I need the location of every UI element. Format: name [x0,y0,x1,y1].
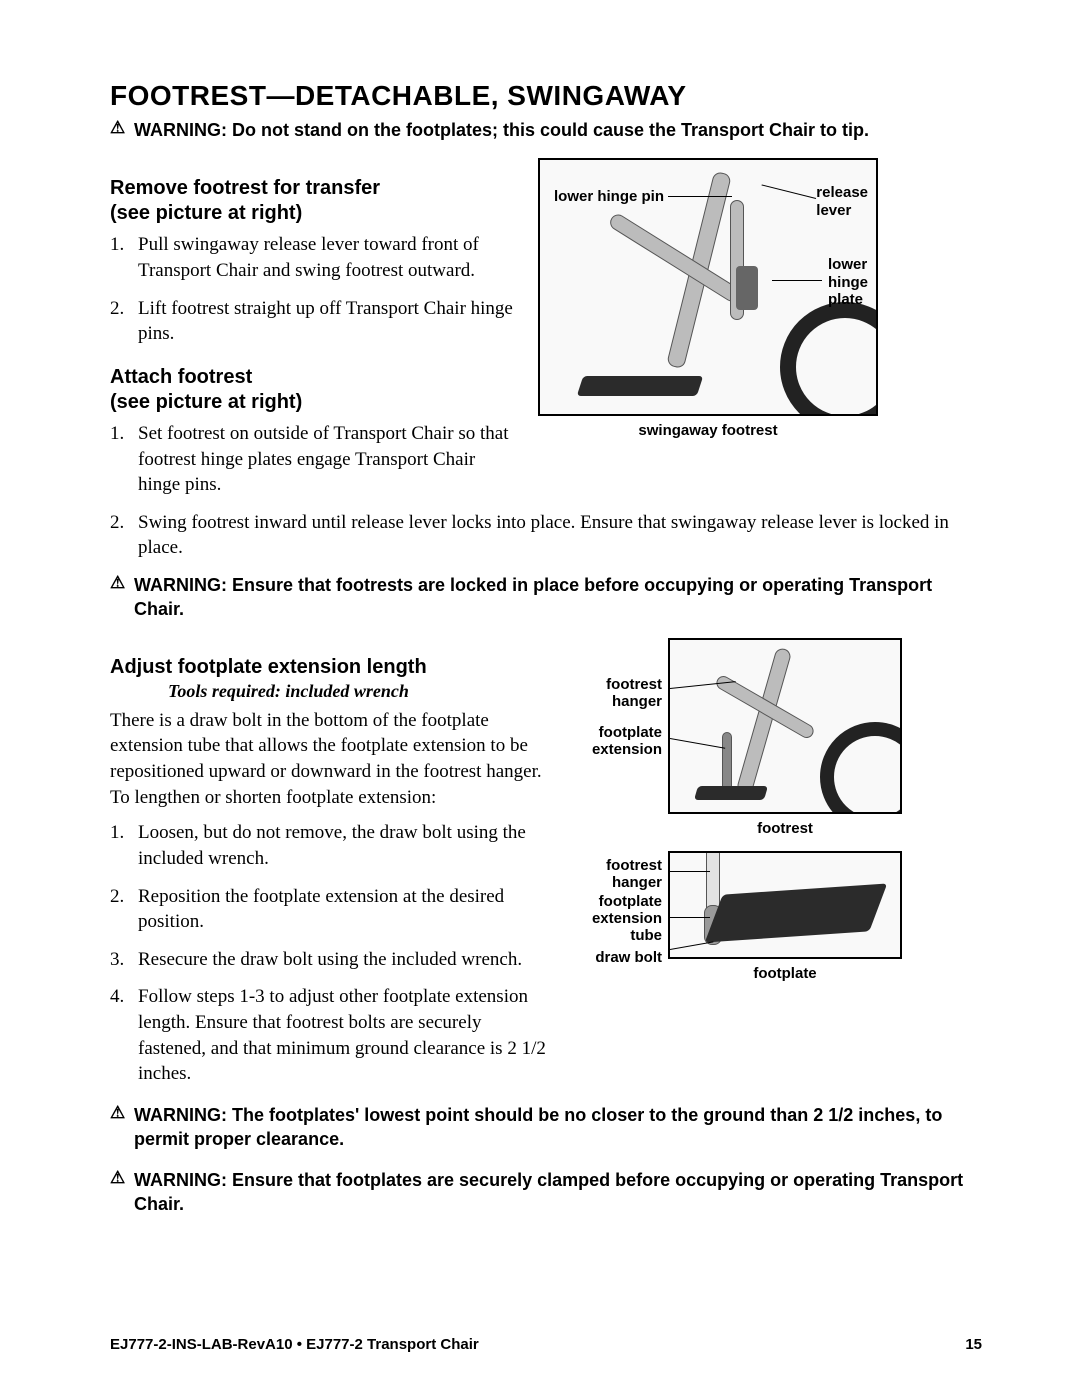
warning-3-text: WARNING: The footplates' lowest point sh… [134,1105,942,1149]
warning-1-text: WARNING: Do not stand on the footplates;… [134,120,869,140]
warning-2-text: WARNING: Ensure that footrests are locke… [134,575,932,619]
list-item: Loosen, but do not remove, the draw bolt… [110,820,548,871]
section-adjust-heading: Adjust footplate extension length [110,656,548,679]
footer-page-number: 15 [965,1336,982,1353]
warning-3: ⚠ WARNING: The footplates' lowest point … [110,1103,982,1152]
callout-lower-hinge-plate: lowerhingeplate [828,256,868,308]
callout-lower-hinge-pin: lower hinge pin [554,188,664,205]
warning-2: ⚠ WARNING: Ensure that footrests are loc… [110,573,982,622]
list-item: Set footrest on outside of Transport Cha… [110,421,520,498]
callout-draw-bolt: draw bolt [566,949,662,966]
callout-footplate-extension-tube: footplateextensiontube [566,893,662,945]
figure-footrest [668,638,902,814]
list-item: Reposition the footplate extension at th… [110,884,548,935]
warning-1: ⚠ WARNING: Do not stand on the footplate… [110,118,982,142]
warning-icon: ⚠ [110,119,125,136]
adjust-steps: Loosen, but do not remove, the draw bolt… [110,820,548,1087]
figure-1-caption: swingaway footrest [538,422,878,439]
attach-steps-b: Swing footrest inward until release leve… [110,510,982,561]
figure-2-caption: footrest [668,820,902,837]
list-item: Follow steps 1-3 to adjust other footpla… [110,984,548,1087]
callout-release-lever: releaselever [816,184,868,219]
remove-steps: Pull swingaway release lever toward fron… [110,232,520,347]
page-footer: EJ777-2-INS-LAB-RevA10 • EJ777-2 Transpo… [110,1336,982,1353]
callout-footrest-hanger-2: footresthanger [566,857,662,892]
figure-footplate [668,851,902,959]
page-title: FOOTREST—DETACHABLE, SWINGAWAY [110,80,982,112]
footer-doc-id: EJ777-2-INS-LAB-RevA10 • EJ777-2 Transpo… [110,1336,479,1353]
warning-icon: ⚠ [110,1169,125,1186]
list-item: Pull swingaway release lever toward fron… [110,232,520,283]
section-attach-heading: Attach footrest (see picture at right) [110,365,520,415]
warning-4-text: WARNING: Ensure that footplates are secu… [134,1170,963,1214]
warning-icon: ⚠ [110,1104,125,1121]
figure-swingaway-footrest: lower hinge pin releaselever lowerhingep… [538,158,878,416]
warning-4: ⚠ WARNING: Ensure that footplates are se… [110,1168,982,1217]
list-item: Resecure the draw bolt using the include… [110,947,548,973]
warning-icon: ⚠ [110,574,125,591]
callout-footplate-extension: footplateextension [566,724,662,759]
tools-required: Tools required: included wrench [168,681,548,702]
adjust-intro: There is a draw bolt in the bottom of th… [110,708,548,811]
attach-steps-a: Set footrest on outside of Transport Cha… [110,421,520,498]
section-remove-heading: Remove footrest for transfer (see pictur… [110,176,520,226]
list-item: Swing footrest inward until release leve… [110,510,982,561]
list-item: Lift footrest straight up off Transport … [110,296,520,347]
figure-3-caption: footplate [668,965,902,982]
callout-footrest-hanger: footresthanger [566,676,662,711]
